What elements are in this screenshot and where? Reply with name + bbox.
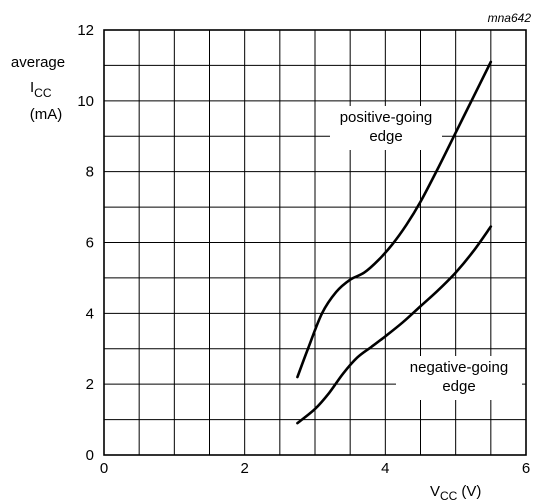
series-label-positive-bg [330, 106, 442, 150]
y-axis-label-line1: average [11, 54, 65, 71]
y-axis-label-unit: (mA) [30, 106, 63, 123]
x-tick-label: 0 [100, 460, 108, 477]
series-label-negative: negative-going edge [396, 356, 522, 400]
x-tick-label: 6 [522, 460, 530, 477]
y-tick-label: 0 [86, 447, 94, 464]
curves [296, 60, 493, 425]
x-tick-label: 4 [381, 460, 389, 477]
series-line-negative-going [296, 225, 493, 425]
y-tick-label: 2 [86, 376, 94, 393]
series-line-positive-going [296, 60, 493, 379]
series-label-negative-line1: negative-going [410, 359, 508, 376]
y-axis-label-symbol: ICC [30, 79, 52, 100]
figure-code: mna642 [488, 11, 532, 25]
series-label-positive-line2: edge [369, 128, 402, 145]
series-label-positive: positive-going edge [330, 106, 442, 150]
y-tick-label: 6 [86, 235, 94, 252]
series-label-positive-line1: positive-going [340, 109, 433, 126]
series-label-negative-line2: edge [442, 378, 475, 395]
y-tick-label: 10 [77, 93, 94, 110]
tick-labels: 0 2 4 6 0 2 4 6 8 10 12 [77, 22, 530, 477]
series-label-negative-bg [396, 356, 522, 400]
y-tick-label: 12 [77, 22, 94, 39]
y-axis-label: average ICC (mA) [11, 54, 65, 123]
x-axis-label: VCC (V) [430, 483, 481, 501]
y-tick-label: 8 [86, 164, 94, 181]
x-tick-label: 2 [240, 460, 248, 477]
plot-frame [103, 29, 527, 456]
y-tick-label: 4 [86, 305, 94, 322]
